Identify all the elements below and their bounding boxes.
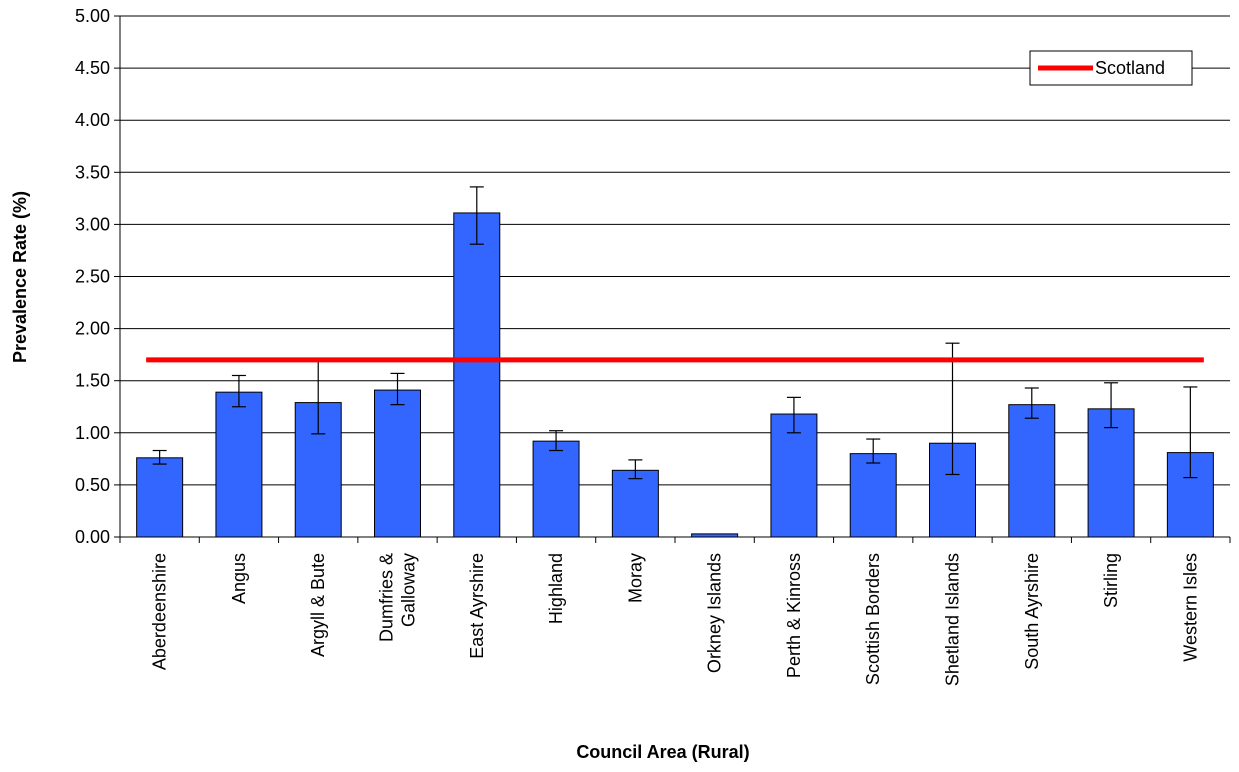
- x-tick-label-1: Angus: [229, 553, 249, 604]
- bar-5: [532, 440, 580, 538]
- bar-6: [611, 469, 659, 538]
- x-tick-label-7: Orkney Islands: [705, 553, 725, 673]
- y-tick-label-10: 5.00: [75, 6, 110, 26]
- bar-11: [1008, 404, 1056, 538]
- x-tick-label-6: Moray: [625, 553, 645, 603]
- x-axis-title: Council Area (Rural): [576, 742, 749, 762]
- x-tick-label-9: Scottish Borders: [863, 553, 883, 685]
- bar-9: [849, 453, 897, 538]
- error-bars: [152, 186, 1198, 480]
- y-tick-label-3: 1.50: [75, 371, 110, 391]
- y-tick-labels: 0.00 0.50 1.00 1.50 2.00 2.50 3.00 3.50 4.00 4.50…: [75, 6, 110, 547]
- y-tick-label-1: 0.50: [75, 475, 110, 495]
- x-tick-label-10: Shetland Islands: [943, 553, 963, 686]
- x-tick-labels: Aberdeenshire Angus Argyll & Bute Dumfries …: [150, 553, 1201, 686]
- legend-box: [1029, 50, 1193, 86]
- bar-0: [136, 457, 184, 538]
- x-tick-label-8: Perth & Kinross: [784, 553, 804, 678]
- bar-1: [215, 391, 263, 538]
- y-tick-label-0: 0.00: [75, 527, 110, 547]
- x-tick-label-0: Aberdeenshire: [150, 553, 170, 670]
- y-axis-title: Prevalence Rate (%): [10, 191, 30, 363]
- y-tick-label-4: 2.00: [75, 319, 110, 339]
- bar-3: [374, 389, 421, 538]
- y-tick-label-2: 1.00: [75, 423, 110, 443]
- y-tick-label-9: 4.50: [75, 58, 110, 78]
- y-tick-label-5: 2.50: [75, 267, 110, 287]
- x-tick-label-13: Western Isles: [1180, 553, 1200, 662]
- y-tick-label-6: 3.00: [75, 214, 110, 234]
- gridlines: [120, 15, 1230, 486]
- y-tick-label-7: 3.50: [75, 162, 110, 182]
- x-tick-label-4: East Ayrshire: [467, 553, 487, 659]
- x-tick-label-12: Stirling: [1101, 553, 1121, 608]
- bar-4: [453, 212, 501, 538]
- x-tick-label-11: South Ayrshire: [1022, 553, 1042, 670]
- legend-label-scotland: Scotland: [1095, 58, 1165, 78]
- axes: [114, 15, 1231, 543]
- y-tick-label-8: 4.00: [75, 110, 110, 130]
- legend: Scotland: [1029, 50, 1193, 86]
- x-tick-label-3: Dumfries & Galloway: [377, 553, 419, 642]
- x-tick-label-5: Highland: [546, 553, 566, 624]
- x-tick-label-2: Argyll & Bute: [308, 553, 328, 657]
- bars: [136, 212, 1214, 538]
